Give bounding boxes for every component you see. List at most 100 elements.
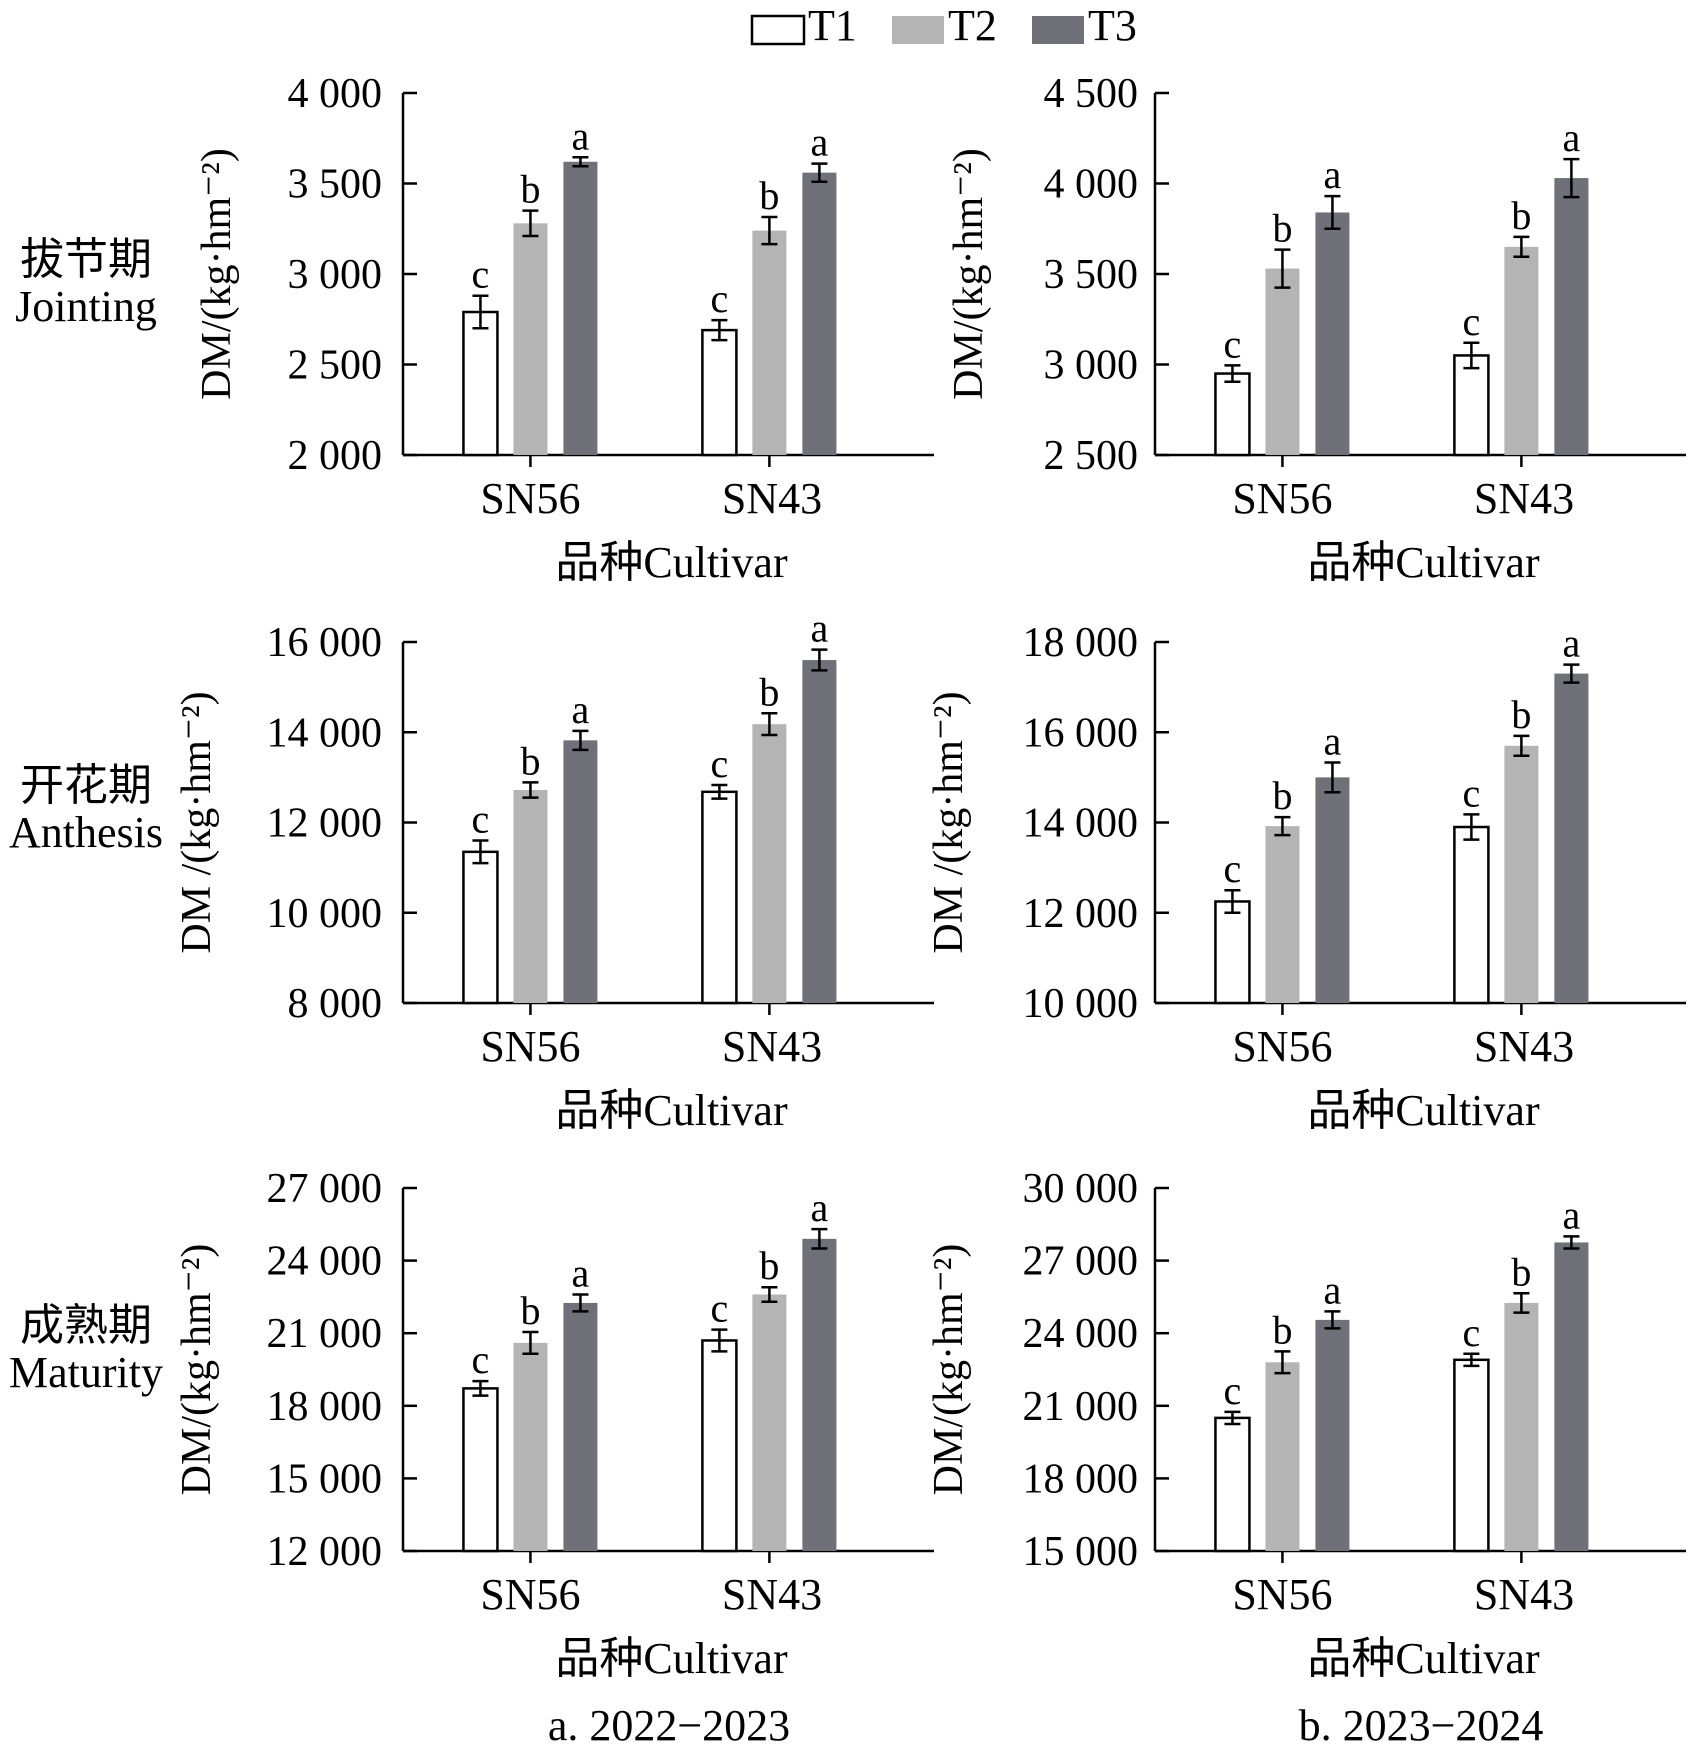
y-tick-label: 27 000 xyxy=(1023,1239,1139,1285)
bar-T2-SN56 xyxy=(513,1342,548,1551)
chart-panels: 2 000 2 500 3 000 3 500 4 000 SN56 SN43 品种Culti… xyxy=(174,71,1686,1683)
significance-letter: b xyxy=(1272,1307,1292,1352)
y-tick-label: 12 000 xyxy=(267,801,383,847)
y-tick-label: 4 500 xyxy=(1044,71,1139,117)
significance-letter: c xyxy=(1224,321,1242,366)
significance-letter: c xyxy=(1463,299,1481,344)
bar-T2-SN56 xyxy=(1265,268,1300,455)
significance-letter: a xyxy=(1324,1267,1342,1312)
x-tick-label: SN43 xyxy=(722,1022,822,1071)
y-tick-label: 27 000 xyxy=(267,1166,383,1212)
bar-T1-SN56 xyxy=(462,850,499,1005)
chart-panel-a-anthesis: 8 000 10 000 12 000 14 000 16 000 SN56 SN43 品种C… xyxy=(174,606,934,1135)
x-axis-title: 品种Cultivar xyxy=(1307,1634,1540,1683)
bar-T3-SN43 xyxy=(1554,1242,1589,1551)
bar-T2-SN56 xyxy=(1265,1362,1300,1551)
bar-T2-SN43 xyxy=(752,1294,787,1551)
bar-T2-SN43 xyxy=(1504,246,1539,455)
significance-letter: c xyxy=(711,276,729,321)
row-label-cn: 开花期 xyxy=(20,761,152,810)
bar-T2-SN43 xyxy=(1504,1302,1539,1551)
x-tick-label: SN56 xyxy=(480,1570,580,1619)
y-tick-label: 15 000 xyxy=(1023,1529,1139,1575)
y-tick-label: 30 000 xyxy=(1023,1166,1139,1212)
y-tick-label: 21 000 xyxy=(267,1311,383,1357)
y-tick-label: 15 000 xyxy=(267,1456,383,1502)
significance-letter: b xyxy=(1511,193,1531,238)
row-label-cn: 拔节期 xyxy=(20,235,152,284)
y-tick-label: 2 000 xyxy=(288,433,383,479)
significance-letter: b xyxy=(1272,773,1292,818)
bar-T2-SN56 xyxy=(1265,826,1300,1003)
bar-T3-SN56 xyxy=(1315,777,1350,1003)
y-axis-title: DM/(kg·hm⁻²) xyxy=(174,1244,220,1496)
chart-panel-b-jointing: 2 500 3 000 3 500 4 000 4 500 SN56 SN43 品种Culti… xyxy=(946,71,1686,587)
significance-letter: c xyxy=(1224,1368,1242,1413)
bar-T3-SN56 xyxy=(563,161,598,455)
significance-letter: a xyxy=(572,1250,590,1295)
bar-T2-SN43 xyxy=(1504,745,1539,1003)
bar-T3-SN56 xyxy=(1315,1319,1350,1551)
y-tick-label: 10 000 xyxy=(267,891,383,937)
y-tick-label: 24 000 xyxy=(267,1239,383,1285)
row-label-en: Maturity xyxy=(9,1348,163,1397)
legend: T1 T2 T3 xyxy=(750,1,1137,50)
significance-letter: a xyxy=(1563,1192,1581,1237)
significance-letter: c xyxy=(1463,1310,1481,1355)
bar-T1-SN56 xyxy=(1214,372,1251,457)
legend-label-T3: T3 xyxy=(1088,1,1137,50)
bar-T2-SN56 xyxy=(513,790,548,1003)
y-axis-title: DM/(kg·hm⁻²) xyxy=(926,1244,972,1496)
column-captions: a. 2022−2023 b. 2023−2024 xyxy=(548,1701,1544,1750)
chart-panel-b-maturity: 15 000 18 000 21 000 24 000 27 000 30 000 SN56… xyxy=(926,1166,1686,1683)
bar-T1-SN43 xyxy=(1453,1358,1490,1553)
significance-letter: b xyxy=(759,1243,779,1288)
y-tick-label: 2 500 xyxy=(288,343,383,389)
bar-T3-SN43 xyxy=(1554,673,1589,1003)
bar-T2-SN43 xyxy=(752,724,787,1003)
significance-letter: a xyxy=(1324,718,1342,763)
chart-panel-a-maturity: 12 000 15 000 18 000 21 000 24 000 27 000 SN56… xyxy=(174,1166,934,1683)
bar-T1-SN56 xyxy=(462,1387,499,1553)
x-tick-label: SN56 xyxy=(480,1022,580,1071)
significance-letter: c xyxy=(711,741,729,786)
y-tick-label: 12 000 xyxy=(267,1529,383,1575)
bar-T3-SN56 xyxy=(563,740,598,1003)
significance-letter: c xyxy=(472,1337,490,1382)
significance-letter: b xyxy=(1511,1249,1531,1294)
legend-swatch-T3 xyxy=(1032,16,1084,44)
x-axis-title: 品种Cultivar xyxy=(555,1634,788,1683)
row-label-en: Jointing xyxy=(15,282,157,331)
panel-caption: a. 2022−2023 xyxy=(548,1701,790,1750)
y-tick-label: 2 500 xyxy=(1044,433,1139,479)
x-tick-label: SN56 xyxy=(480,474,580,523)
significance-letter: b xyxy=(759,173,779,218)
y-axis-title: DM /(kg·hm⁻²) xyxy=(174,691,220,953)
row-label-cn: 成熟期 xyxy=(20,1301,152,1350)
bar-T3-SN56 xyxy=(1315,212,1350,455)
y-tick-label: 16 000 xyxy=(267,620,383,666)
significance-letter: c xyxy=(472,797,490,842)
significance-letter: a xyxy=(1563,115,1581,160)
significance-letter: b xyxy=(520,167,540,212)
significance-letter: b xyxy=(1511,692,1531,737)
y-axis-title: DM/(kg·hm⁻²) xyxy=(194,148,240,400)
significance-letter: b xyxy=(1272,206,1292,251)
x-axis-title: 品种Cultivar xyxy=(555,538,788,587)
bar-T1-SN56 xyxy=(1214,1416,1251,1553)
significance-letter: a xyxy=(572,687,590,732)
bar-T3-SN43 xyxy=(802,1238,837,1551)
y-tick-label: 3 000 xyxy=(288,252,383,298)
y-tick-label: 18 000 xyxy=(1023,620,1139,666)
x-tick-label: SN56 xyxy=(1232,474,1332,523)
y-axis-title: DM /(kg·hm⁻²) xyxy=(926,691,972,953)
significance-letter: c xyxy=(711,1286,729,1331)
y-tick-label: 14 000 xyxy=(267,710,383,756)
x-tick-label: SN43 xyxy=(1474,474,1574,523)
chart-panel-b-anthesis: 10 000 12 000 14 000 16 000 18 000 SN56 SN43 品种… xyxy=(926,620,1686,1135)
y-tick-label: 8 000 xyxy=(288,981,383,1027)
bar-T3-SN43 xyxy=(802,660,837,1003)
y-tick-label: 14 000 xyxy=(1023,801,1139,847)
